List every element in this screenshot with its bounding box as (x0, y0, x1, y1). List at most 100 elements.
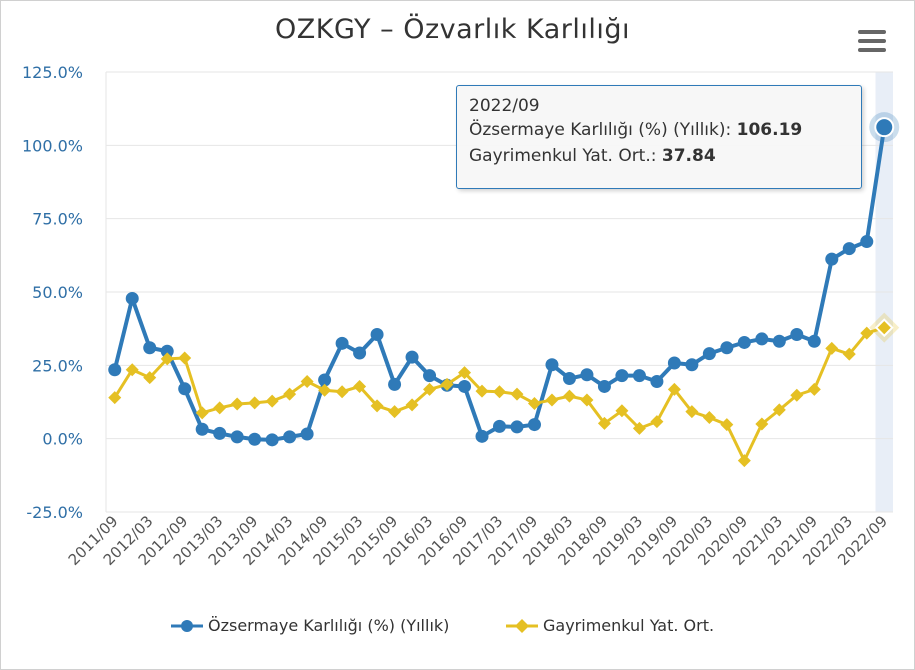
hamburger-menu-icon[interactable] (858, 30, 892, 58)
data-point[interactable] (283, 387, 297, 401)
data-point[interactable] (160, 352, 174, 366)
chart-title: OZKGY – Özvarlık Karlılığı (275, 14, 630, 45)
data-point[interactable] (213, 426, 227, 440)
data-point[interactable] (510, 387, 524, 401)
data-point[interactable] (562, 389, 576, 403)
data-point[interactable] (440, 377, 454, 391)
data-point[interactable] (195, 406, 209, 420)
data-point[interactable] (755, 332, 769, 346)
data-point[interactable] (702, 411, 716, 425)
data-point[interactable] (597, 379, 611, 393)
data-point[interactable] (300, 427, 314, 441)
data-point[interactable] (615, 369, 629, 383)
data-point[interactable] (580, 368, 594, 382)
data-point[interactable] (108, 391, 122, 405)
data-point[interactable] (370, 328, 384, 342)
data-point[interactable] (874, 117, 895, 138)
data-point[interactable] (248, 396, 262, 410)
data-point[interactable] (632, 421, 646, 435)
data-point[interactable] (458, 366, 472, 380)
data-point[interactable] (527, 396, 541, 410)
data-point[interactable] (632, 369, 646, 383)
data-point[interactable] (615, 404, 629, 418)
data-point[interactable] (230, 397, 244, 411)
data-point[interactable] (597, 416, 611, 430)
data-point[interactable] (720, 341, 734, 355)
data-point[interactable] (562, 372, 576, 386)
data-point[interactable] (318, 383, 332, 397)
data-point[interactable] (493, 419, 506, 433)
data-point[interactable] (335, 336, 349, 350)
data-point[interactable] (248, 432, 262, 446)
data-point[interactable] (160, 344, 174, 358)
data-point[interactable] (702, 347, 716, 361)
data-point[interactable] (423, 382, 437, 396)
data-point[interactable] (265, 394, 279, 408)
data-point[interactable] (860, 326, 874, 340)
data-point[interactable] (178, 382, 192, 396)
series-gayrimenkul[interactable] (108, 312, 900, 468)
tooltip-series-1-value: 106.19 (736, 120, 803, 140)
data-point[interactable] (650, 374, 664, 388)
data-point[interactable] (790, 328, 804, 342)
data-point[interactable] (300, 374, 314, 388)
data-point[interactable] (874, 318, 894, 338)
data-point[interactable] (370, 399, 384, 413)
legend-label-gayrimenkul: Gayrimenkul Yat. Ort. (543, 616, 715, 635)
x-axis-labels: 2011/092012/032012/092013/032013/092014/… (65, 512, 891, 569)
data-point[interactable] (475, 429, 489, 443)
data-point[interactable] (825, 252, 839, 266)
data-point[interactable] (143, 341, 157, 355)
data-point[interactable] (807, 382, 821, 396)
data-point[interactable] (790, 388, 804, 402)
data-point[interactable] (388, 405, 402, 419)
data-point[interactable] (265, 433, 279, 447)
data-point[interactable] (580, 393, 594, 407)
data-point[interactable] (475, 384, 489, 398)
data-point[interactable] (772, 403, 786, 417)
data-point[interactable] (108, 363, 122, 377)
data-point[interactable] (737, 454, 751, 468)
data-point[interactable] (825, 341, 839, 355)
data-point[interactable] (318, 373, 332, 387)
data-point[interactable] (720, 418, 734, 432)
series-ozsermaye[interactable] (108, 112, 900, 447)
data-point[interactable] (685, 358, 699, 372)
data-point[interactable] (510, 420, 524, 434)
data-point[interactable] (143, 371, 157, 385)
data-point[interactable] (195, 422, 209, 436)
data-point[interactable] (388, 377, 402, 391)
data-point[interactable] (230, 430, 244, 444)
data-point[interactable] (860, 235, 874, 249)
data-point[interactable] (737, 335, 751, 349)
legend-diamond-marker-icon (506, 619, 538, 633)
data-point[interactable] (493, 385, 506, 399)
data-point[interactable] (842, 242, 856, 256)
data-point[interactable] (423, 369, 437, 383)
data-point[interactable] (405, 398, 419, 412)
data-point[interactable] (807, 334, 821, 348)
data-point[interactable] (458, 379, 472, 393)
data-point[interactable] (353, 346, 367, 360)
data-point[interactable] (125, 363, 139, 377)
tooltip-series-2: Gayrimenkul Yat. Ort.: 37.84 (469, 146, 716, 166)
data-point[interactable] (667, 382, 681, 396)
data-point[interactable] (545, 393, 559, 407)
data-point[interactable] (283, 430, 297, 444)
data-point[interactable] (667, 356, 681, 370)
data-point[interactable] (353, 379, 367, 393)
data-point[interactable] (335, 385, 349, 399)
data-point[interactable] (755, 417, 769, 431)
y-tick-label: 125.0% (22, 63, 83, 82)
data-point[interactable] (405, 350, 419, 364)
data-point[interactable] (772, 334, 786, 348)
data-point[interactable] (125, 291, 139, 305)
data-point[interactable] (685, 405, 699, 419)
data-point[interactable] (527, 418, 541, 432)
data-point[interactable] (213, 401, 227, 415)
y-tick-label: 0.0% (42, 430, 83, 449)
data-point[interactable] (178, 351, 192, 365)
data-point[interactable] (545, 358, 559, 372)
data-point[interactable] (842, 347, 856, 361)
data-point[interactable] (650, 415, 664, 429)
